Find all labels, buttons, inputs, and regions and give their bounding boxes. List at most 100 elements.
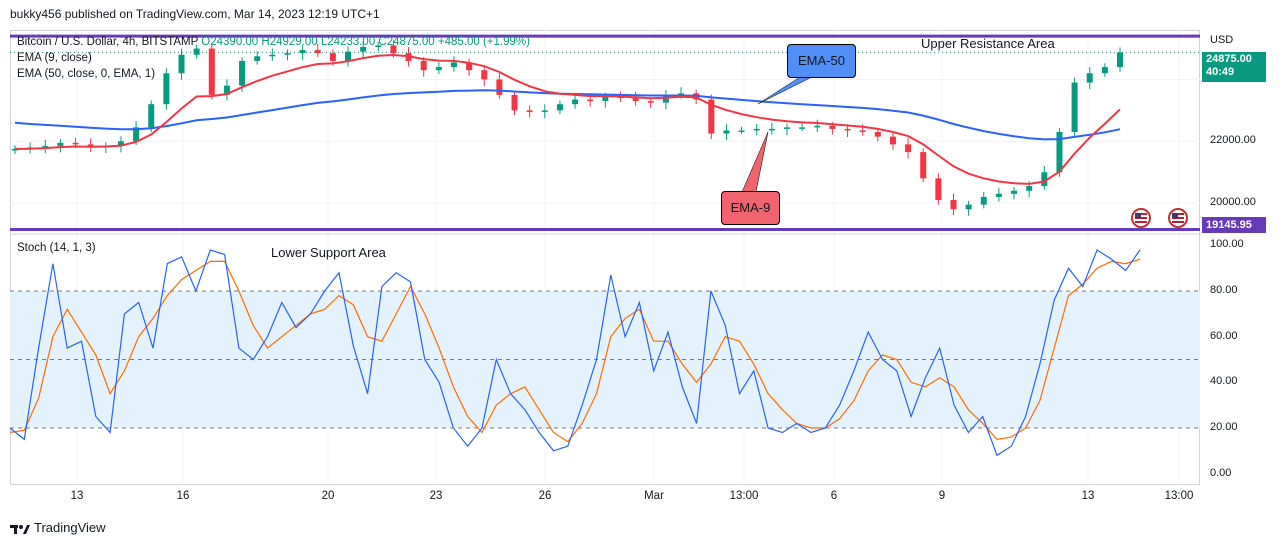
candle-body [269,54,276,57]
candle-body [587,99,594,102]
ema50-callout[interactable]: EMA-50 [787,44,856,78]
y-tick-label: 20.00 [1210,420,1238,433]
legend-ema9[interactable]: EMA (9, close) [17,52,92,64]
x-tick-label: 13 [70,490,84,502]
chart-frame [10,30,1200,485]
publisher-info: bukky456 published on TradingView.com, M… [10,7,380,21]
stoch-k-line [9,249,1141,457]
us-flag-icon[interactable] [1131,208,1151,228]
candle-body [12,149,18,151]
candle-body [572,99,579,105]
candle-body [935,178,942,200]
candle-body [314,50,321,54]
us-flag-icon[interactable] [1168,208,1188,228]
candle-body [965,204,972,210]
x-tick-label: 16 [176,490,190,502]
candle-body [526,110,533,112]
candle-body [375,45,382,47]
x-tick-label: 13:00 [729,490,759,502]
candle-body [239,60,246,86]
candle-body [556,104,563,111]
candle-body [299,50,306,54]
legend-symbol[interactable]: Bitcoin / U.S. Dollar, 4h, BITSTAMP [17,36,199,48]
candle-body [193,48,200,55]
stoch-d-line [9,258,1141,443]
candle-body [920,152,927,179]
x-tick-label: 9 [938,490,946,502]
candle-body [178,54,185,74]
y-tick-label: 40.00 [1210,375,1238,388]
candle-body [814,125,821,128]
candle-body [148,104,155,128]
x-tick-label: 26 [538,490,552,502]
price-levels [10,34,1200,231]
candle-body [1086,73,1093,83]
price-ema-lines [14,53,1121,185]
candle-body [466,62,473,71]
last-price-badge: 24875.00 40:49 [1202,52,1266,82]
footer-brand[interactable]: TradingView [10,520,106,535]
candle-body [647,101,654,103]
candle-body [42,145,49,148]
candle-body [133,127,140,142]
candle-body [1026,186,1033,191]
candle-body [678,93,685,95]
y-tick-label: 22000.00 [1210,134,1256,147]
candle-body [995,193,1002,197]
y-tick-label: 100.00 [1210,238,1244,251]
candle-body [1101,67,1108,74]
candle-body [723,130,730,134]
x-tick-label: 20 [321,490,335,502]
upper-resistance-label: Upper Resistance Area [921,36,1055,51]
candle-body [254,56,261,61]
tradingview-logo-icon [10,524,30,534]
candle-body [208,48,215,95]
x-tick-label: 23 [429,490,443,502]
candle-body [1011,190,1018,194]
ema9-line [14,53,1121,185]
candle-body [859,130,866,132]
candle-body [905,144,912,153]
candle-body [874,132,881,137]
legend-stoch[interactable]: Stoch (14, 1, 3) [17,242,96,254]
candle-body [1056,132,1063,173]
callout-pointers [741,76,813,193]
candle-body [390,45,397,54]
top-bar: bukky456 published on TradingView.com, M… [0,0,1280,30]
y-tick-label: 0.00 [1210,466,1232,479]
candle-body [163,73,170,105]
y-tick-label: 60.00 [1210,329,1238,342]
legend-ema50[interactable]: EMA (50, close, 0, EMA, 1) [17,68,156,80]
x-tick-label: 6 [830,490,838,502]
candle-body [662,94,669,103]
ema9-callout[interactable]: EMA-9 [721,191,780,225]
footer-brand-text: TradingView [34,520,106,535]
lower-support-label: Lower Support Area [271,245,386,260]
candle-body [738,130,745,132]
candle-body [511,94,518,111]
candle-body [753,128,760,131]
candle-body [450,62,457,68]
last-price: 24875.00 [1206,53,1252,65]
y-tick-label: 80.00 [1210,284,1238,297]
price-candles [12,40,1123,216]
x-tick-label: 13:00 [1164,490,1194,502]
candle-body [829,125,836,129]
candle-body [420,60,427,71]
x-tick-label: 13 [1081,490,1095,502]
candle-body [768,128,775,131]
candle-body [632,98,639,102]
candle-body [496,79,503,95]
legend: Bitcoin / U.S. Dollar, 4h, BITSTAMP O243… [17,34,530,82]
ema50-callout-pointer [757,76,813,105]
candle-body [950,200,957,210]
bar-countdown: 40:49 [1206,66,1235,78]
candle-body [844,128,851,131]
y-tick-label: 20000.00 [1210,196,1256,209]
candle-body [284,53,291,55]
candle-body [481,70,488,80]
currency-label: USD [1210,34,1234,46]
candle-body [223,85,230,95]
candle-body [783,127,790,129]
